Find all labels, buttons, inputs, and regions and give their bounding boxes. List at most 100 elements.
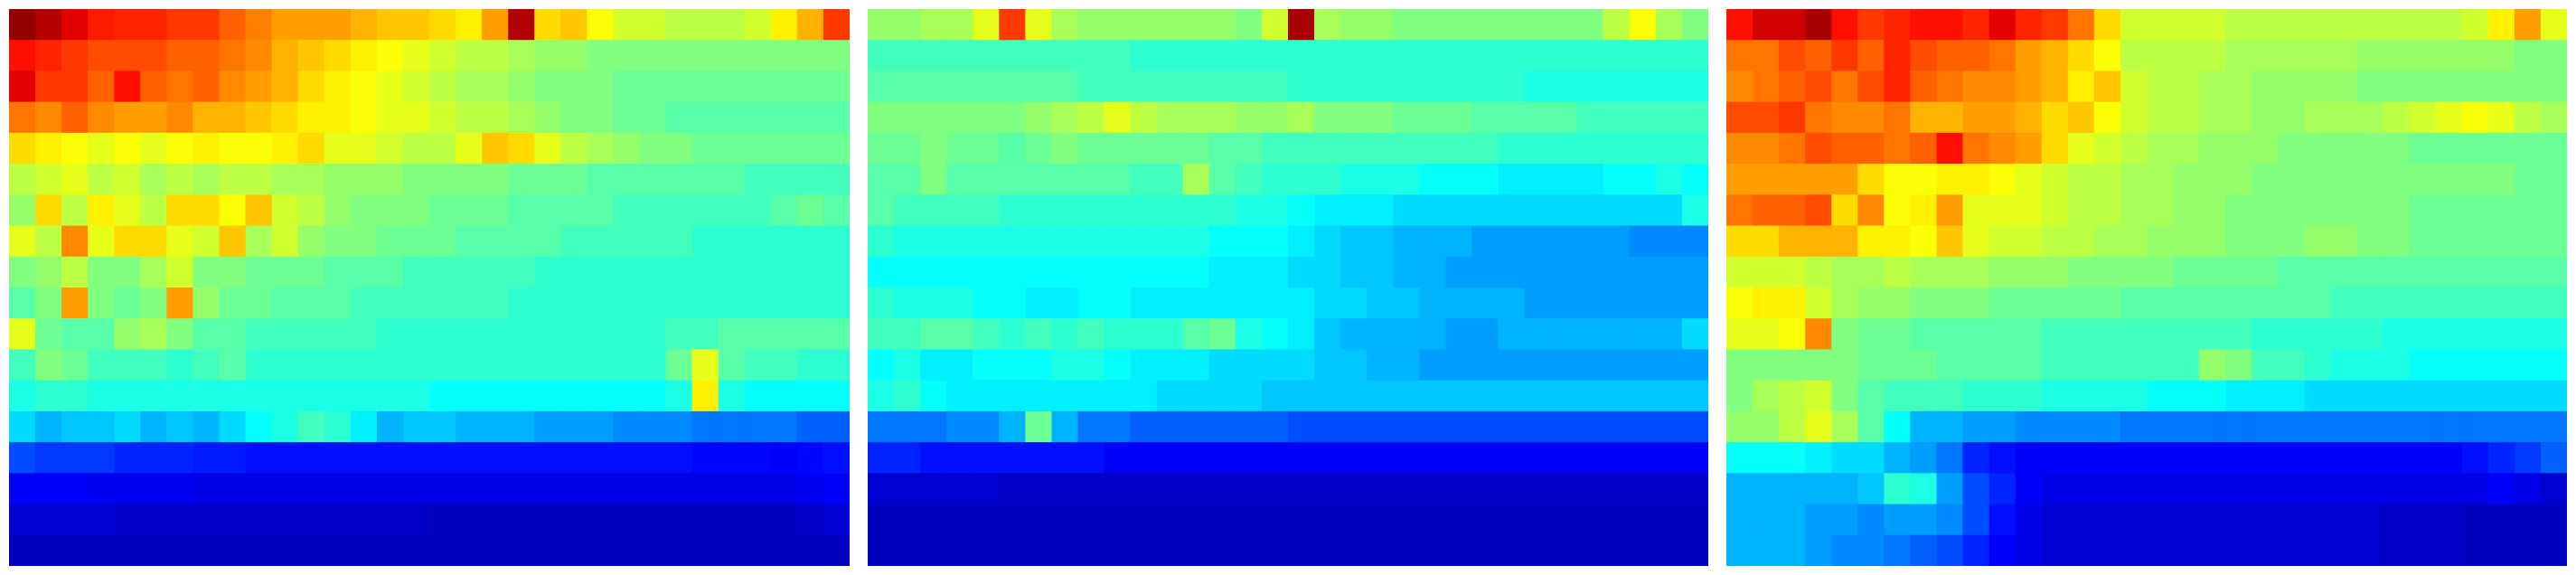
heatmap-cell: [1340, 410, 1368, 443]
heatmap-cell: [1910, 40, 1938, 72]
heatmap-cell: [508, 225, 535, 258]
heatmap-cell: [868, 473, 895, 505]
heatmap-cell: [1498, 256, 1526, 288]
heatmap-cell: [946, 132, 973, 165]
heatmap-cell: [193, 101, 221, 134]
heatmap-cell: [245, 288, 273, 319]
heatmap-cell: [1884, 40, 1912, 72]
heatmap-cell: [973, 410, 1000, 443]
heatmap-panel-right: [1726, 9, 2567, 566]
heatmap-cell: [560, 504, 588, 536]
heatmap-cell: [999, 380, 1026, 412]
heatmap-cell: [1753, 40, 1780, 72]
heatmap-cell: [2199, 288, 2226, 319]
heatmap-cell: [1681, 504, 1708, 536]
heatmap-cell: [1831, 256, 1858, 288]
heatmap-cell: [665, 380, 693, 412]
heatmap-cell: [2173, 71, 2200, 103]
heatmap-cell: [2067, 473, 2095, 505]
heatmap-cell: [429, 164, 456, 195]
heatmap-cell: [1681, 256, 1708, 288]
heatmap-cell: [1130, 40, 1158, 72]
heatmap-cell: [193, 318, 221, 351]
heatmap-cell: [2278, 40, 2305, 72]
heatmap-cell: [1130, 318, 1158, 351]
heatmap-cell: [456, 442, 483, 474]
heatmap-cell: [2487, 164, 2515, 195]
heatmap-cell: [1550, 71, 1578, 103]
heatmap-cell: [613, 288, 641, 319]
heatmap-cell: [665, 318, 693, 351]
heatmap-cell: [1603, 442, 1631, 474]
heatmap-cell: [868, 194, 895, 227]
heatmap-cell: [1753, 318, 1780, 351]
heatmap-cell: [376, 101, 404, 134]
heatmap-cell: [1340, 9, 1368, 41]
heatmap-cell: [1340, 318, 1368, 351]
heatmap-cell: [482, 318, 509, 351]
heatmap-cell: [271, 164, 299, 195]
heatmap-cell: [376, 349, 404, 382]
heatmap-cell: [560, 256, 588, 288]
heatmap-cell: [482, 256, 509, 288]
heatmap-cell: [402, 71, 430, 103]
heatmap-cell: [1419, 534, 1446, 566]
heatmap-cell: [770, 101, 798, 134]
heatmap-cell: [2041, 194, 2069, 227]
heatmap-cell: [1130, 9, 1158, 41]
heatmap-cell: [1576, 9, 1604, 41]
heatmap-cell: [271, 9, 299, 41]
heatmap-cell: [1340, 349, 1368, 382]
heatmap-cell: [456, 410, 483, 443]
heatmap-cell: [718, 442, 746, 474]
heatmap-cell: [1884, 71, 1912, 103]
heatmap-cell: [2461, 9, 2489, 41]
heatmap-cell: [245, 410, 273, 443]
heatmap-cell: [376, 288, 404, 319]
heatmap-cell: [2356, 225, 2384, 258]
heatmap-cell: [2435, 349, 2463, 382]
heatmap-cell: [402, 410, 430, 443]
heatmap-cell: [2120, 442, 2148, 474]
heatmap-cell: [61, 380, 89, 412]
heatmap-cell: [2093, 442, 2121, 474]
heatmap-cell: [1340, 256, 1368, 288]
heatmap-cell: [482, 132, 509, 165]
heatmap-cell: [1655, 101, 1683, 134]
heatmap-cell: [297, 318, 325, 351]
heatmap-cell: [114, 534, 141, 566]
heatmap-cell: [2435, 132, 2463, 165]
heatmap-cell: [2093, 101, 2121, 134]
heatmap-cell: [1077, 349, 1105, 382]
heatmap-cell: [1629, 194, 1657, 227]
heatmap-cell: [1471, 504, 1500, 536]
heatmap-cell: [2120, 349, 2148, 382]
heatmap-cell: [166, 288, 194, 319]
heatmap-cell: [1393, 40, 1420, 72]
heatmap-cell: [9, 380, 36, 412]
heatmap-cell: [1235, 40, 1263, 72]
heatmap-cell: [1182, 504, 1210, 536]
heatmap-cell: [946, 504, 973, 536]
heatmap-cell: [868, 40, 895, 72]
heatmap-cell: [1367, 349, 1394, 382]
heatmap-cell: [1779, 380, 1806, 412]
heatmap-cell: [2383, 194, 2411, 227]
heatmap-cell: [166, 504, 194, 536]
heatmap-cell: [1104, 410, 1132, 443]
heatmap-cell: [973, 288, 1000, 319]
heatmap-cell: [1910, 380, 1938, 412]
heatmap-cell: [1077, 534, 1105, 566]
heatmap-cell: [429, 442, 456, 474]
heatmap-cell: [1936, 318, 1964, 351]
heatmap-cell: [114, 318, 141, 351]
heatmap-cell: [508, 194, 535, 227]
heatmap-cell: [402, 101, 430, 134]
heatmap-cell: [193, 473, 221, 505]
heatmap-cell: [823, 349, 850, 382]
heatmap-cell: [691, 164, 719, 195]
heatmap-cell: [823, 288, 850, 319]
heatmap-cell: [193, 164, 221, 195]
heatmap-cell: [946, 101, 973, 134]
heatmap-cell: [35, 473, 62, 505]
